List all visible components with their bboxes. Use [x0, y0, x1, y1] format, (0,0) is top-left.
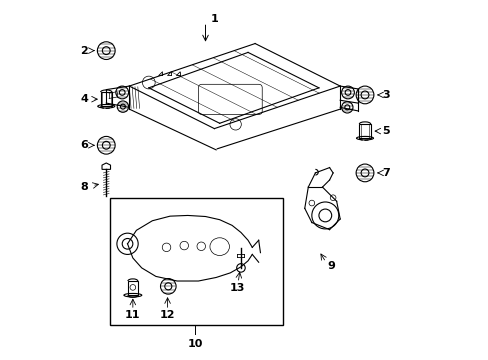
Bar: [359, 124, 370, 138]
Bar: [110, 198, 283, 325]
Text: 3: 3: [382, 90, 389, 100]
Bar: [128, 281, 138, 295]
Text: 11: 11: [125, 310, 141, 320]
Text: 4: 4: [80, 94, 88, 104]
Text: 8: 8: [80, 182, 88, 192]
Text: 12: 12: [160, 310, 175, 320]
Bar: [101, 92, 112, 106]
Text: 2: 2: [80, 46, 88, 56]
Text: 6: 6: [80, 140, 88, 150]
Text: 13: 13: [229, 283, 244, 293]
Text: 10: 10: [187, 339, 202, 349]
Text: 9: 9: [327, 261, 335, 271]
Text: 7: 7: [382, 168, 389, 178]
Text: 5: 5: [382, 126, 389, 136]
Text: 1: 1: [210, 14, 218, 24]
